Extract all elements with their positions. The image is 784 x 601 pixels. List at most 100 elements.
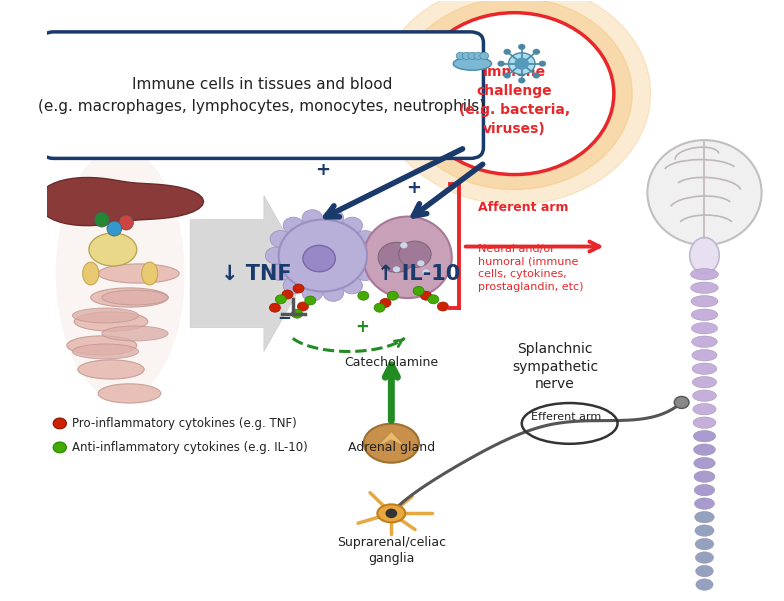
Ellipse shape xyxy=(107,221,122,236)
Ellipse shape xyxy=(691,336,717,347)
Circle shape xyxy=(342,217,362,234)
Circle shape xyxy=(413,287,424,296)
Circle shape xyxy=(378,242,415,272)
Ellipse shape xyxy=(377,504,405,522)
Ellipse shape xyxy=(695,525,714,536)
Circle shape xyxy=(297,302,308,311)
Ellipse shape xyxy=(694,444,716,456)
Circle shape xyxy=(415,13,614,174)
Circle shape xyxy=(400,242,408,248)
Text: +: + xyxy=(355,319,368,337)
Ellipse shape xyxy=(94,212,109,227)
Circle shape xyxy=(386,508,397,518)
Circle shape xyxy=(428,295,439,304)
Text: +: + xyxy=(315,161,330,178)
Ellipse shape xyxy=(363,216,452,298)
Circle shape xyxy=(532,49,540,55)
Circle shape xyxy=(275,295,286,304)
Circle shape xyxy=(278,219,367,291)
Text: Neural and/or
humoral (immune
cells, cytokines,
prostaglandin, etc): Neural and/or humoral (immune cells, cyt… xyxy=(477,243,583,292)
Ellipse shape xyxy=(692,390,717,401)
Ellipse shape xyxy=(142,262,158,285)
Circle shape xyxy=(399,241,431,267)
Text: Suprarenal/celiac
ganglia: Suprarenal/celiac ganglia xyxy=(337,535,446,564)
Text: Immune cells in tissues and blood
(e.g. macrophages, lymphocytes, monocytes, neu: Immune cells in tissues and blood (e.g. … xyxy=(38,76,485,114)
Text: Splanchnic
sympathetic
nerve: Splanchnic sympathetic nerve xyxy=(512,343,598,391)
Circle shape xyxy=(323,284,343,301)
Circle shape xyxy=(53,442,67,453)
Polygon shape xyxy=(191,195,308,352)
Ellipse shape xyxy=(118,215,133,230)
Ellipse shape xyxy=(648,140,761,245)
Ellipse shape xyxy=(691,323,717,334)
Ellipse shape xyxy=(98,384,161,403)
Ellipse shape xyxy=(691,296,718,307)
Circle shape xyxy=(360,247,380,264)
Circle shape xyxy=(397,0,632,189)
Ellipse shape xyxy=(74,312,148,331)
Ellipse shape xyxy=(453,57,492,70)
Circle shape xyxy=(456,52,465,59)
Circle shape xyxy=(387,291,398,300)
Circle shape xyxy=(518,44,525,50)
Circle shape xyxy=(474,52,483,59)
Circle shape xyxy=(270,264,291,281)
Ellipse shape xyxy=(694,484,715,496)
Circle shape xyxy=(462,52,471,59)
Circle shape xyxy=(518,78,525,84)
Circle shape xyxy=(342,277,362,294)
Ellipse shape xyxy=(691,349,717,361)
Circle shape xyxy=(393,266,400,272)
Circle shape xyxy=(305,296,316,305)
Circle shape xyxy=(302,284,323,301)
Circle shape xyxy=(358,291,368,300)
Circle shape xyxy=(303,245,336,272)
Circle shape xyxy=(415,13,614,174)
Ellipse shape xyxy=(78,360,144,379)
Ellipse shape xyxy=(364,424,419,463)
Circle shape xyxy=(355,231,376,247)
Ellipse shape xyxy=(692,363,717,374)
Circle shape xyxy=(480,52,488,59)
Circle shape xyxy=(539,61,546,67)
Ellipse shape xyxy=(91,288,168,307)
Circle shape xyxy=(468,52,477,59)
Text: Catecholamine: Catecholamine xyxy=(344,356,438,370)
Circle shape xyxy=(420,291,431,300)
Circle shape xyxy=(270,231,291,247)
Circle shape xyxy=(292,309,303,318)
Ellipse shape xyxy=(89,233,136,266)
Circle shape xyxy=(374,303,385,312)
Ellipse shape xyxy=(82,262,99,285)
Circle shape xyxy=(53,418,67,429)
Circle shape xyxy=(293,284,304,293)
Circle shape xyxy=(282,290,293,299)
Ellipse shape xyxy=(695,538,713,550)
Circle shape xyxy=(380,299,391,307)
Ellipse shape xyxy=(102,326,168,341)
Circle shape xyxy=(283,217,303,234)
Ellipse shape xyxy=(72,344,139,359)
Text: Adrenal gland: Adrenal gland xyxy=(348,441,435,454)
Text: ↓ TNF: ↓ TNF xyxy=(221,263,292,284)
Circle shape xyxy=(509,53,535,75)
Ellipse shape xyxy=(695,566,713,577)
Circle shape xyxy=(265,247,286,264)
Circle shape xyxy=(674,397,689,409)
Ellipse shape xyxy=(694,471,715,483)
Circle shape xyxy=(378,0,651,204)
Text: +: + xyxy=(406,178,421,197)
Ellipse shape xyxy=(690,237,719,273)
Text: ↑ IL-10: ↑ IL-10 xyxy=(377,263,460,284)
Ellipse shape xyxy=(72,308,139,323)
Ellipse shape xyxy=(694,457,715,469)
Ellipse shape xyxy=(695,511,714,523)
Text: Anti-inflammatory cytokines (e.g. IL-10): Anti-inflammatory cytokines (e.g. IL-10) xyxy=(71,441,307,454)
Circle shape xyxy=(532,73,540,79)
Polygon shape xyxy=(38,177,204,225)
Circle shape xyxy=(270,303,281,312)
Ellipse shape xyxy=(98,264,180,283)
Ellipse shape xyxy=(691,282,718,293)
Ellipse shape xyxy=(693,430,716,442)
Text: Afferent arm: Afferent arm xyxy=(477,201,568,214)
